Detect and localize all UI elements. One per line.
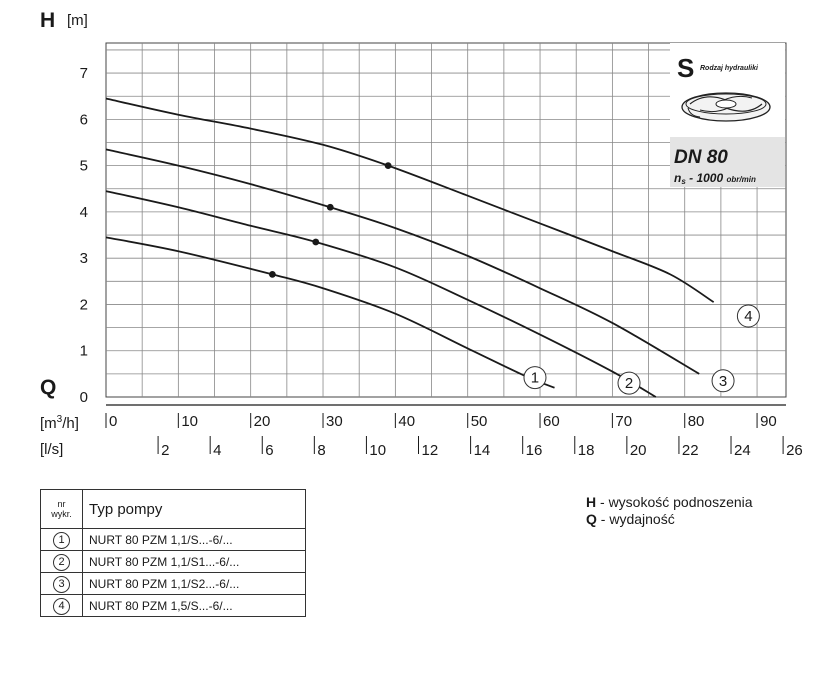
y-tick-label: 3 <box>80 250 88 267</box>
x-tick-label-m3h: 10 <box>181 413 198 430</box>
y-axis-symbol: H <box>40 9 55 32</box>
x-tick-label-m3h: 0 <box>109 413 117 430</box>
x-axis-unit-ls: [l/s] <box>40 441 63 458</box>
x-tick-label-ls: 4 <box>213 442 221 459</box>
x-tick-label-ls: 12 <box>422 442 439 459</box>
x-axis-unit-m3h: [m3/h] <box>40 414 79 432</box>
operating-points <box>268 162 392 278</box>
curve-labels: 1 2 3 4 <box>523 304 760 395</box>
pump-curve-2 <box>105 190 657 398</box>
y-tick-label: 0 <box>80 389 88 406</box>
curve-label-circle <box>736 304 760 328</box>
x-tick-label-ls: 14 <box>474 442 491 459</box>
legend-header-nr: nr wykr. <box>40 489 83 529</box>
note-h: H - wysokość podnoszenia <box>586 494 753 510</box>
curve-label-1: 1 <box>531 370 539 387</box>
x-tick-label-ls: 20 <box>630 442 647 459</box>
speed-label: ns - 1000 obr/min <box>674 171 756 186</box>
x-tick-label-m3h: 90 <box>760 413 777 430</box>
y-axis-unit: [m] <box>67 12 88 29</box>
pump-curve-1 <box>105 236 555 389</box>
legend-pump-name: NURT 80 PZM 1,1/S2...-6/... <box>82 572 306 595</box>
legend-pump-name: NURT 80 PZM 1,1/S1...-6/... <box>82 550 306 573</box>
x-tick-label-ls: 18 <box>578 442 595 459</box>
curve-label-circle <box>523 366 547 390</box>
curve-label-circle <box>711 369 735 393</box>
pump-curves <box>105 97 715 398</box>
chart-grid <box>105 42 787 398</box>
y-tick-label: 4 <box>80 204 88 221</box>
x-tick-label-ls: 26 <box>786 442 803 459</box>
y-tick-label: 7 <box>80 65 88 82</box>
dn-label: DN 80 <box>674 147 728 168</box>
legend-row: 1 NURT 80 PZM 1,1/S...-6/... <box>40 528 306 551</box>
hydraulics-letter: S <box>677 53 694 83</box>
legend-row: 4 NURT 80 PZM 1,5/S...-6/... <box>40 594 306 617</box>
legend-header-row: nr wykr. Typ pompy <box>40 489 306 529</box>
plot-frame <box>105 42 787 398</box>
legend-pump-name: NURT 80 PZM 1,5/S...-6/... <box>82 594 306 617</box>
x-tick-label-ls: 24 <box>734 442 751 459</box>
pump-curve-4 <box>105 97 715 303</box>
x-tick-labels: 0 10 20 30 40 50 60 70 80 902 4 6 8 10 12 14 16 18 20 22 24 2… <box>105 413 803 459</box>
legend-pump-name: NURT 80 PZM 1,1/S...-6/... <box>82 528 306 551</box>
impeller-icon <box>681 92 771 122</box>
legend-number: 1 <box>53 532 70 549</box>
x-tick-label-ls: 10 <box>369 442 386 459</box>
y-tick-label: 5 <box>80 158 88 175</box>
hydraulics-label: Rodzaj hydrauliki <box>700 65 759 72</box>
x-tick-label-ls: 6 <box>265 442 273 459</box>
legend-row: 2 NURT 80 PZM 1,1/S1...-6/... <box>40 550 306 573</box>
y-tick-label: 2 <box>80 296 88 313</box>
legend-number: 4 <box>53 598 70 615</box>
symbol-notes: H - wysokość podnoszenia Q - wydajność <box>586 494 753 528</box>
info-box: S Rodzaj hydrauliki DN 80 ns - 1000 obr/… <box>670 43 785 187</box>
y-tick-label: 1 <box>80 343 88 360</box>
curve-label-2: 2 <box>625 375 633 392</box>
x-tick-label-m3h: 30 <box>326 413 343 430</box>
x-tick-label-m3h: 40 <box>398 413 415 430</box>
curve-label-3: 3 <box>719 373 727 390</box>
x-axis-symbol: Q <box>40 376 56 399</box>
note-q: Q - wydajność <box>586 511 675 527</box>
legend-number: 3 <box>53 576 70 593</box>
x-tick-label-ls: 2 <box>161 442 169 459</box>
pump-curve-3 <box>105 148 700 375</box>
operating-point-4 <box>384 162 392 170</box>
y-tick-label: 6 <box>80 111 88 128</box>
x-tick-label-m3h: 70 <box>615 413 632 430</box>
x-tick-label-ls: 22 <box>682 442 699 459</box>
curve-label-4: 4 <box>744 308 752 325</box>
legend-row: 3 NURT 80 PZM 1,1/S2...-6/... <box>40 572 306 595</box>
operating-point-3 <box>326 203 334 211</box>
x-tick-label-ls: 8 <box>317 442 325 459</box>
operating-point-2 <box>312 238 320 246</box>
x-tick-label-m3h: 50 <box>471 413 488 430</box>
info-box-gray <box>670 137 785 187</box>
x-tick-label-m3h: 80 <box>688 413 705 430</box>
legend-number: 2 <box>53 554 70 571</box>
pump-type-legend: nr wykr. Typ pompy 1 NURT 80 PZM 1,1/S...… <box>40 489 306 617</box>
legend-header-type: Typ pompy <box>82 489 306 529</box>
operating-point-1 <box>268 270 276 278</box>
y-tick-labels: 0 1 2 3 4 5 6 7 <box>80 65 88 406</box>
x-tick-label-ls: 16 <box>526 442 543 459</box>
curve-label-circle <box>617 371 641 395</box>
x-tick-label-m3h: 20 <box>254 413 271 430</box>
x-tick-label-m3h: 60 <box>543 413 560 430</box>
